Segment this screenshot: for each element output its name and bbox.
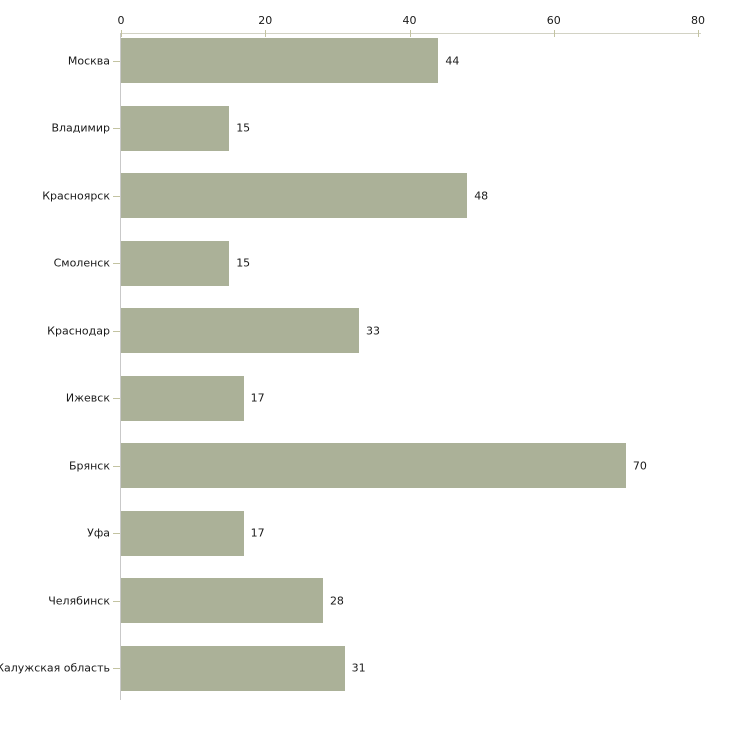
bar xyxy=(121,240,230,286)
category-tick-mark xyxy=(113,330,120,332)
bar xyxy=(121,375,244,421)
category-label: Калужская область xyxy=(0,661,110,675)
category-label: Смоленск xyxy=(53,256,110,270)
category-label: Уфа xyxy=(87,526,110,540)
category-label: Брянск xyxy=(68,459,110,472)
bar xyxy=(121,578,323,623)
bar xyxy=(121,308,359,353)
category-label: Красноярск xyxy=(42,189,110,202)
value-label: 15 xyxy=(236,256,251,270)
value-label: 31 xyxy=(351,661,366,675)
value-label: 48 xyxy=(474,189,489,202)
bar xyxy=(121,105,230,151)
x-tick-label: 80 xyxy=(691,14,705,27)
bar xyxy=(121,38,439,83)
category-tick-mark xyxy=(113,600,120,602)
value-label: 15 xyxy=(236,121,251,135)
value-label: 33 xyxy=(366,324,380,337)
bar xyxy=(121,510,244,556)
category-tick-mark xyxy=(113,668,120,669)
value-label: 28 xyxy=(329,594,344,607)
x-tick-label: 40 xyxy=(402,14,417,27)
y-axis-line xyxy=(120,33,121,700)
category-tick-mark xyxy=(113,263,120,264)
category-tick-mark xyxy=(113,60,120,62)
category-label: Москва xyxy=(67,54,110,67)
x-tick-label: 0 xyxy=(117,14,125,27)
value-label: 17 xyxy=(250,391,265,405)
category-label: Челябинск xyxy=(48,594,110,607)
category-label: Краснодар xyxy=(47,324,110,337)
x-tick-mark xyxy=(409,30,411,37)
bar xyxy=(121,645,345,691)
category-tick-mark xyxy=(113,195,120,197)
x-tick-mark xyxy=(121,30,122,37)
category-label: Ижевск xyxy=(65,391,110,405)
bar xyxy=(121,443,626,488)
category-tick-mark xyxy=(113,465,120,467)
value-label: 70 xyxy=(632,459,647,472)
category-tick-mark xyxy=(113,398,120,399)
category-label: Владимир xyxy=(51,121,110,135)
x-tick-mark xyxy=(265,30,267,37)
x-tick-mark xyxy=(553,30,555,37)
x-tick-label: 20 xyxy=(258,14,273,27)
x-tick-label: 60 xyxy=(546,14,561,27)
x-tick-mark xyxy=(698,30,699,37)
value-label: 44 xyxy=(445,54,460,67)
bar xyxy=(121,173,468,218)
value-label: 17 xyxy=(250,526,265,540)
category-tick-mark xyxy=(113,533,120,534)
category-tick-mark xyxy=(113,128,120,129)
x-axis-line xyxy=(121,33,701,34)
